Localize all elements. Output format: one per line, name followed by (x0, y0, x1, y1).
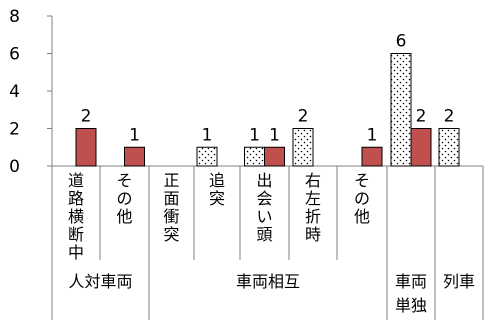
category-label-char: 面 (163, 189, 179, 208)
bars (75, 53, 460, 167)
data-label: 1 (269, 125, 280, 145)
category-label-char: 右 (305, 171, 321, 190)
bar (410, 128, 432, 167)
y-tick-label: 2 (9, 120, 20, 140)
y-ticks: 0 2 4 6 8 (9, 7, 20, 177)
category-label-char: 他 (354, 207, 370, 226)
category-label-char: 突 (209, 189, 225, 208)
group-label: 列車 (443, 272, 475, 291)
group-label: 車両相互 (236, 272, 300, 291)
bar (196, 146, 218, 167)
data-label: 1 (129, 125, 140, 145)
data-label: 2 (444, 107, 455, 127)
bar (244, 146, 265, 167)
group-label: 人対車両 (68, 272, 132, 291)
bar (390, 53, 412, 167)
bar (292, 128, 314, 167)
bar (438, 128, 460, 167)
bar (264, 146, 285, 167)
category-label-char: の (116, 189, 132, 208)
category-label-char: 衝 (163, 207, 179, 226)
data-label: 1 (202, 125, 213, 145)
category-label-char: 出 (256, 171, 272, 190)
category-label-char: 他 (116, 207, 132, 226)
category-label-char: 断 (68, 225, 84, 244)
category-label-char: 会 (256, 189, 272, 208)
data-label: 1 (367, 125, 378, 145)
category-label-char: そ (116, 171, 132, 190)
y-tick-label: 0 (9, 157, 20, 177)
category-label-char: 突 (163, 225, 179, 244)
category-label-char: 時 (305, 225, 321, 244)
data-label: 2 (298, 107, 309, 127)
y-tick-label: 8 (9, 7, 20, 27)
group-label: 車両 (395, 272, 427, 291)
data-label: 6 (396, 32, 407, 52)
y-tick-label: 6 (9, 45, 20, 65)
bar (75, 128, 97, 167)
data-label: 1 (249, 125, 260, 145)
axes (47, 15, 484, 320)
group-label-line2: 単独 (395, 296, 427, 315)
category-label-char: 頭 (256, 225, 272, 244)
data-label: 2 (416, 107, 427, 127)
y-tick-label: 4 (9, 82, 20, 102)
category-label-char: 道 (68, 171, 84, 190)
category-label-char: 追 (209, 171, 225, 190)
data-label: 2 (81, 107, 92, 127)
category-label-char: い (256, 207, 272, 226)
category-label-char: 中 (68, 243, 84, 262)
category-label-char: 正 (163, 171, 179, 190)
category-label-char: 左 (305, 189, 321, 208)
category-label-char: 折 (305, 207, 321, 226)
bar (361, 146, 383, 167)
category-label-char: の (354, 189, 370, 208)
category-label-char: 路 (68, 189, 84, 208)
category-label-char: そ (354, 171, 370, 190)
bar (124, 146, 145, 167)
category-label-char: 横 (68, 207, 84, 226)
